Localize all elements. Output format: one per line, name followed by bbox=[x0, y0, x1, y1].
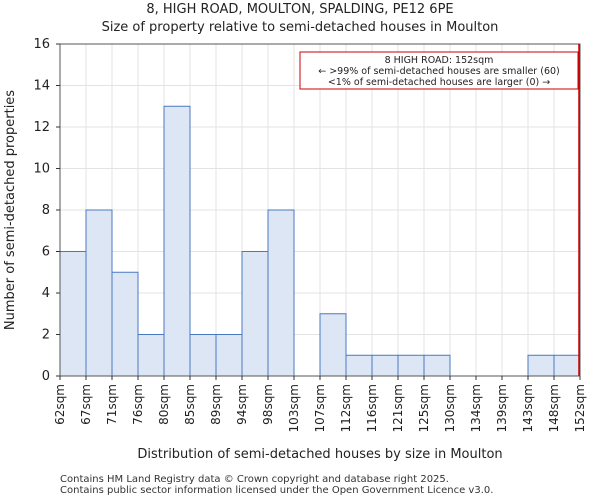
annotation-line: 8 HIGH ROAD: 152sqm bbox=[385, 55, 494, 66]
histogram-bar bbox=[189, 334, 217, 377]
x-tick-label: 85sqm bbox=[183, 384, 197, 425]
annotation-line: ← >99% of semi-detached houses are small… bbox=[318, 66, 560, 77]
y-tick-label: 4 bbox=[42, 286, 50, 301]
histogram-bar bbox=[163, 105, 191, 377]
chart-title: 8, HIGH ROAD, MOULTON, SPALDING, PE12 6P… bbox=[146, 2, 454, 17]
histogram-bar bbox=[215, 334, 243, 377]
histogram-bar bbox=[59, 251, 87, 377]
y-tick-label: 8 bbox=[42, 203, 50, 218]
x-tick-label: 148sqm bbox=[547, 384, 561, 432]
x-tick-label: 62sqm bbox=[53, 384, 67, 425]
histogram-bar bbox=[527, 354, 555, 377]
annotation-box bbox=[299, 51, 579, 90]
y-axis-label: Number of semi-detached properties bbox=[3, 90, 18, 330]
histogram-bar bbox=[423, 354, 451, 377]
x-tick-label: 89sqm bbox=[209, 384, 223, 425]
y-tick-label: 16 bbox=[33, 37, 50, 52]
annotation-line: <1% of semi-detached houses are larger (… bbox=[328, 77, 550, 88]
y-tick-label: 0 bbox=[42, 369, 50, 384]
histogram-bar bbox=[137, 334, 165, 377]
histogram-bar bbox=[267, 209, 295, 377]
histogram-bar bbox=[241, 251, 269, 377]
histogram-bar bbox=[371, 354, 399, 377]
x-tick-label: 80sqm bbox=[157, 384, 171, 425]
footer-copyright: Contains HM Land Registry data © Crown c… bbox=[60, 474, 449, 485]
x-tick-label: 116sqm bbox=[365, 384, 379, 432]
x-tick-label: 112sqm bbox=[339, 384, 353, 432]
histogram-bar bbox=[319, 313, 347, 377]
histogram-bar bbox=[397, 354, 425, 377]
x-tick-label: 107sqm bbox=[313, 384, 327, 432]
x-tick-label: 130sqm bbox=[443, 384, 457, 432]
x-tick-label: 152sqm bbox=[573, 384, 587, 432]
footer-licence: Contains public sector information licen… bbox=[60, 485, 494, 496]
x-tick-label: 125sqm bbox=[417, 384, 431, 432]
y-tick-label: 6 bbox=[42, 245, 50, 260]
x-axis-label: Distribution of semi-detached houses by … bbox=[137, 447, 502, 462]
histogram-bar bbox=[111, 271, 139, 377]
y-tick-label: 2 bbox=[42, 328, 50, 343]
x-tick-label: 103sqm bbox=[287, 384, 301, 432]
histogram-bar bbox=[553, 354, 581, 377]
x-tick-label: 76sqm bbox=[131, 384, 145, 425]
x-tick-label: 67sqm bbox=[79, 384, 93, 425]
x-tick-label: 121sqm bbox=[391, 384, 405, 432]
histogram-bar bbox=[345, 354, 373, 377]
y-tick-label: 14 bbox=[33, 79, 50, 94]
x-tick-label: 98sqm bbox=[261, 384, 275, 425]
chart-subtitle: Size of property relative to semi-detach… bbox=[101, 20, 499, 35]
x-tick-label: 71sqm bbox=[105, 384, 119, 425]
x-tick-label: 143sqm bbox=[521, 384, 535, 432]
x-tick-label: 139sqm bbox=[495, 384, 509, 432]
histogram-bar bbox=[85, 209, 113, 377]
y-tick-label: 12 bbox=[33, 120, 50, 135]
x-tick-label: 134sqm bbox=[469, 384, 483, 432]
y-tick-label: 10 bbox=[33, 162, 50, 177]
x-tick-label: 94sqm bbox=[235, 384, 249, 425]
